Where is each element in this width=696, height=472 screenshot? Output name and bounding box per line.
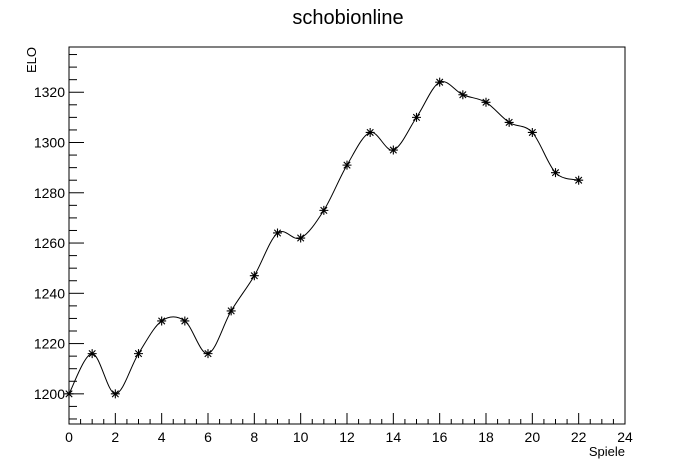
x-axis: 0 2 4 6 8 10 12 14 16 18 20 22 24 xyxy=(65,413,633,445)
data-point xyxy=(365,127,375,137)
data-point xyxy=(273,228,282,238)
data-point xyxy=(435,77,445,87)
x-tick-label: 2 xyxy=(111,429,119,445)
y-tick-label: 1220 xyxy=(34,336,65,352)
data-point xyxy=(458,90,468,100)
y-tick-label: 1280 xyxy=(34,185,65,201)
data-point xyxy=(388,145,398,155)
data-point xyxy=(64,389,74,399)
data-point xyxy=(527,127,537,137)
data-point xyxy=(412,112,421,122)
series-layer xyxy=(64,77,584,399)
x-tick-label: 4 xyxy=(158,429,166,445)
chart-title: schobionline xyxy=(292,7,403,29)
y-axis-label: ELO xyxy=(24,47,39,73)
data-point xyxy=(226,306,236,316)
data-point xyxy=(134,349,143,359)
x-tick-label: 16 xyxy=(432,429,448,445)
data-point xyxy=(551,168,560,178)
data-point xyxy=(296,233,306,243)
x-tick-label: 24 xyxy=(617,429,633,445)
data-point xyxy=(203,349,213,359)
x-tick-label: 6 xyxy=(204,429,212,445)
x-tick-label: 14 xyxy=(386,429,402,445)
y-tick-label: 1300 xyxy=(34,135,65,151)
y-axis: 1200 1220 1240 1260 1280 1300 1320 xyxy=(34,54,84,420)
data-point xyxy=(319,205,329,215)
data-point xyxy=(249,271,259,281)
x-tick-label: 22 xyxy=(571,429,587,445)
x-tick-label: 8 xyxy=(250,429,258,445)
data-point xyxy=(481,97,491,107)
y-tick-label: 1320 xyxy=(34,84,65,100)
data-point xyxy=(574,175,584,185)
x-axis-label: Spiele xyxy=(589,444,625,459)
y-tick-label: 1260 xyxy=(34,235,65,251)
x-tick-label: 10 xyxy=(293,429,309,445)
y-tick-label: 1200 xyxy=(34,386,65,402)
data-point xyxy=(180,316,190,326)
y-tick-label: 1240 xyxy=(34,285,65,301)
data-point xyxy=(342,160,352,170)
x-tick-label: 20 xyxy=(525,429,541,445)
x-tick-label: 0 xyxy=(65,429,73,445)
data-point xyxy=(87,349,97,359)
data-point xyxy=(504,117,514,127)
x-tick-label: 18 xyxy=(478,429,494,445)
data-point xyxy=(110,389,120,399)
data-point xyxy=(157,316,167,326)
x-tick-label: 12 xyxy=(339,429,355,445)
